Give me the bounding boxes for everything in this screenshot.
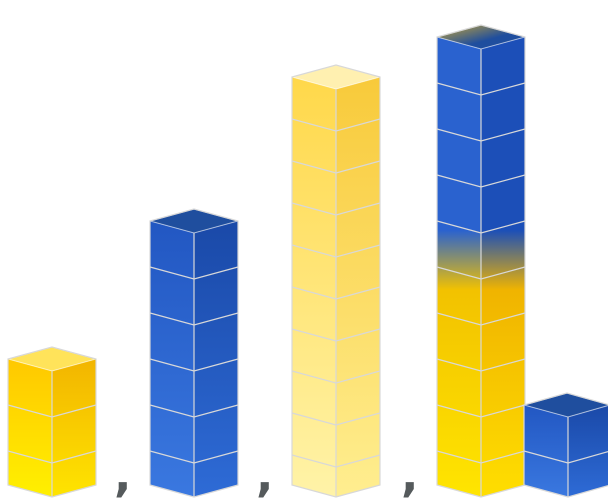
mixed-stack-10-front-face xyxy=(437,37,481,497)
blue-stack-6 xyxy=(148,208,240,498)
blue-stack-6-front-face xyxy=(150,221,194,497)
yellow-stack-3-outline xyxy=(7,346,97,498)
pale-yellow-stack-10-outline xyxy=(291,64,381,498)
blue-stack-2-front-face xyxy=(524,405,568,497)
pale-yellow-stack-10-side-face xyxy=(336,77,380,497)
mixed-stack-10-side-face xyxy=(481,37,525,497)
pale-yellow-stack-10-front-face xyxy=(292,77,336,497)
separator-comma-3: , xyxy=(401,448,419,502)
blue-stack-2-outline xyxy=(523,392,608,498)
blue-stack-2 xyxy=(522,392,608,498)
blue-stack-2-side-face xyxy=(568,405,608,497)
yellow-stack-3-front-face xyxy=(8,359,52,497)
blue-stack-6-side-face xyxy=(194,221,238,497)
blue-stack-6-outline xyxy=(149,208,239,498)
yellow-stack-3-side-face xyxy=(52,359,96,497)
separator-comma-1: , xyxy=(114,448,132,502)
separator-comma-2: , xyxy=(256,448,274,502)
mixed-stack-10 xyxy=(435,24,527,498)
pale-yellow-stack-10 xyxy=(290,64,382,498)
yellow-stack-3 xyxy=(6,346,98,498)
